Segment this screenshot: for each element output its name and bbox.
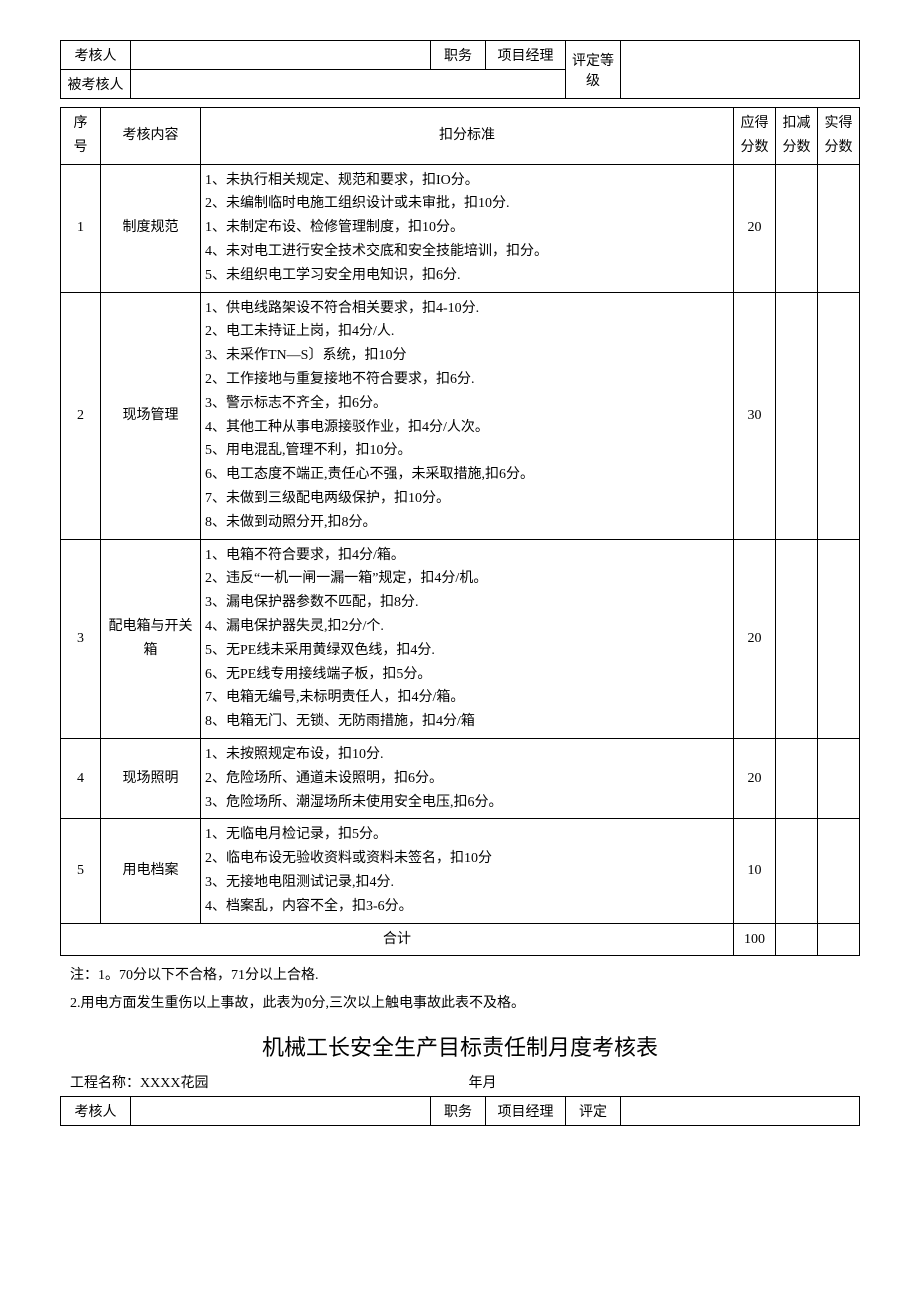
assessor-label-2: 考核人 (61, 1097, 131, 1126)
row-should: 20 (734, 539, 776, 738)
row-actual[interactable] (818, 539, 860, 738)
note-1: 注：1。70分以下不合格，71分以上合格. (60, 964, 860, 984)
post-value: 项目经理 (486, 41, 566, 70)
assessee-value[interactable] (131, 70, 566, 99)
row-content: 用电档案 (101, 819, 201, 923)
row-std: 1、无临电月检记录，扣5分。2、临电布设无验收资料或资料未签名，扣10分3、无接… (201, 819, 734, 923)
row-deduct[interactable] (776, 539, 818, 738)
assessor-label: 考核人 (61, 41, 131, 70)
table-row: 4 现场照明 1、未按照规定布设，扣10分.2、危险场所、通道未设照明，扣6分。… (61, 738, 860, 818)
row-deduct[interactable] (776, 819, 818, 923)
row-actual[interactable] (818, 819, 860, 923)
row-content: 制度规范 (101, 164, 201, 292)
assessee-label: 被考核人 (61, 70, 131, 99)
row-deduct[interactable] (776, 292, 818, 539)
row-should: 20 (734, 738, 776, 818)
grade-label: 评定等级 (566, 41, 621, 99)
row-actual[interactable] (818, 164, 860, 292)
col-actual: 实得分数 (818, 108, 860, 165)
assessor-header-table-2: 考核人 职务 项目经理 评定 (60, 1096, 860, 1126)
col-seq: 序号 (61, 108, 101, 165)
post-label-2: 职务 (431, 1097, 486, 1126)
total-value: 100 (734, 923, 776, 956)
row-std: 1、未按照规定布设，扣10分.2、危险场所、通道未设照明，扣6分。3、危险场所、… (201, 738, 734, 818)
row-actual[interactable] (818, 738, 860, 818)
total-deduct[interactable] (776, 923, 818, 956)
row-should: 30 (734, 292, 776, 539)
table-row: 1 制度规范 1、未执行相关规定、规范和要求，扣IO分。2、未编制临时电施工组织… (61, 164, 860, 292)
row-deduct[interactable] (776, 164, 818, 292)
assessor-value[interactable] (131, 41, 431, 70)
row-deduct[interactable] (776, 738, 818, 818)
total-label: 合计 (61, 923, 734, 956)
section-title-2: 机械工长安全生产目标责任制月度考核表 (60, 1030, 860, 1062)
col-deduct: 扣减分数 (776, 108, 818, 165)
post-label: 职务 (431, 41, 486, 70)
row-std: 1、未执行相关规定、规范和要求，扣IO分。2、未编制临时电施工组织设计或未审批，… (201, 164, 734, 292)
row-std: 1、供电线路架设不符合相关要求，扣4-10分.2、电工未持证上岗，扣4分/人.3… (201, 292, 734, 539)
grade-label-2: 评定 (566, 1097, 621, 1126)
row-content: 现场管理 (101, 292, 201, 539)
col-std: 扣分标准 (201, 108, 734, 165)
row-should: 10 (734, 819, 776, 923)
total-actual[interactable] (818, 923, 860, 956)
total-row: 合计 100 (61, 923, 860, 956)
note-2: 2.用电方面发生重伤以上事故，此表为0分,三次以上触电事故此表不及格。 (60, 992, 860, 1012)
table-row: 2 现场管理 1、供电线路架设不符合相关要求，扣4-10分.2、电工未持证上岗，… (61, 292, 860, 539)
table-row: 5 用电档案 1、无临电月检记录，扣5分。2、临电布设无验收资料或资料未签名，扣… (61, 819, 860, 923)
assessment-table: 序号 考核内容 扣分标准 应得分数 扣减分数 实得分数 1 制度规范 1、未执行… (60, 107, 860, 956)
project-label: 工程名称： (70, 1076, 140, 1091)
project-date: 年月 (468, 1076, 496, 1091)
row-should: 20 (734, 164, 776, 292)
project-name: XXXX花园 (140, 1076, 208, 1091)
row-seq: 5 (61, 819, 101, 923)
row-actual[interactable] (818, 292, 860, 539)
table-row: 3 配电箱与开关箱 1、电箱不符合要求，扣4分/箱。2、违反“一机一闸一漏一箱”… (61, 539, 860, 738)
row-content: 现场照明 (101, 738, 201, 818)
row-seq: 3 (61, 539, 101, 738)
project-line: 工程名称：XXXX花园 年月 (60, 1072, 860, 1092)
row-seq: 2 (61, 292, 101, 539)
col-should: 应得分数 (734, 108, 776, 165)
row-seq: 1 (61, 164, 101, 292)
row-seq: 4 (61, 738, 101, 818)
grade-value-2[interactable] (621, 1097, 860, 1126)
assessor-header-table: 考核人 职务 项目经理 评定等级 被考核人 (60, 40, 860, 99)
grade-value[interactable] (621, 41, 860, 99)
row-content: 配电箱与开关箱 (101, 539, 201, 738)
row-std: 1、电箱不符合要求，扣4分/箱。2、违反“一机一闸一漏一箱”规定，扣4分/机。3… (201, 539, 734, 738)
post-value-2: 项目经理 (486, 1097, 566, 1126)
col-content: 考核内容 (101, 108, 201, 165)
assessor-value-2[interactable] (131, 1097, 431, 1126)
